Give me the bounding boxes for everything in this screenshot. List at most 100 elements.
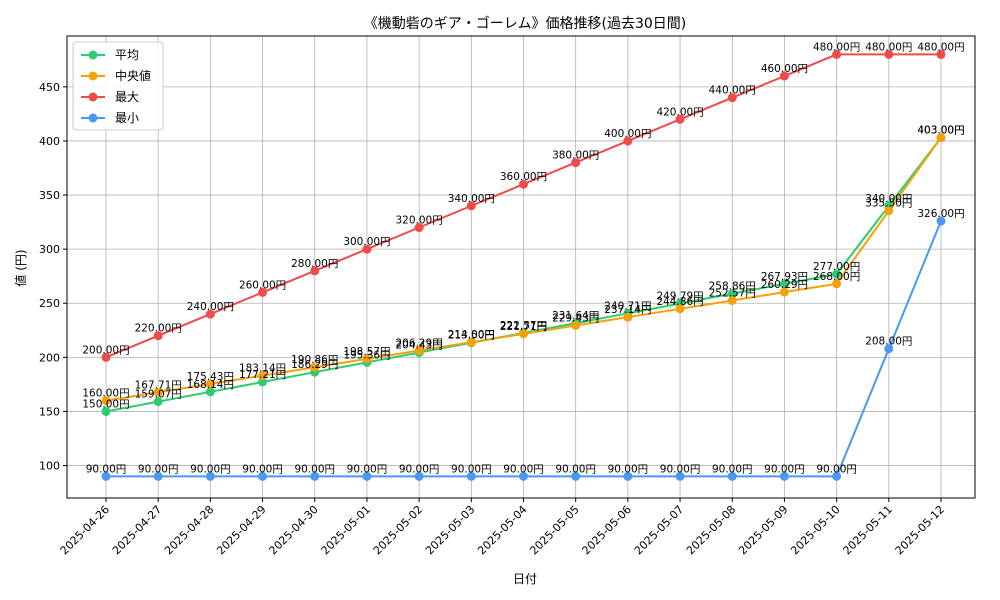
data-label: 380.00円: [552, 150, 599, 162]
data-point: [205, 379, 215, 389]
data-label: 320.00円: [396, 215, 443, 227]
data-label: 90.00円: [503, 463, 544, 475]
data-label: 360.00円: [500, 171, 547, 183]
data-label: 240.00円: [187, 301, 234, 313]
data-point: [727, 471, 737, 481]
x-tick-label: 2025-05-08: [684, 503, 738, 557]
data-label: 221.71円: [500, 321, 547, 333]
data-point: [779, 71, 789, 81]
y-tick-label: 200: [39, 351, 60, 364]
data-point: [519, 179, 528, 189]
data-label: 195.36円: [343, 349, 390, 361]
data-label: 237.14円: [604, 304, 651, 316]
data-point: [727, 93, 737, 103]
x-tick-label: 2025-05-07: [632, 503, 686, 557]
data-point: [519, 329, 528, 339]
legend-label: 最大: [115, 90, 139, 104]
data-label: 260.29円: [761, 279, 808, 291]
x-tick-label: 2025-05-12: [893, 503, 947, 557]
data-label: 480.00円: [813, 41, 860, 53]
data-point: [832, 279, 842, 289]
data-label: 90.00円: [660, 463, 701, 475]
data-point: [414, 223, 424, 233]
x-axis-label: 日付: [513, 572, 537, 586]
data-label: 420.00円: [656, 106, 703, 118]
y-tick-label: 250: [39, 297, 60, 310]
data-label: 460.00円: [761, 63, 808, 75]
data-label: 206.29円: [396, 338, 443, 350]
data-label: 90.00円: [138, 463, 179, 475]
data-label: 249.79円: [656, 290, 703, 302]
data-label: 90.00円: [190, 463, 231, 475]
data-point: [258, 377, 268, 387]
data-point: [675, 471, 685, 481]
data-label: 183.14円: [239, 363, 286, 375]
data-label: 440.00円: [709, 85, 756, 97]
data-label: 90.00円: [86, 463, 127, 475]
data-label: 90.00円: [764, 463, 805, 475]
data-point: [466, 337, 476, 347]
legend-box: [72, 41, 164, 131]
data-point: [884, 344, 894, 354]
data-point: [101, 352, 111, 362]
data-point: [571, 321, 581, 331]
data-point: [205, 471, 215, 481]
series-lines: [101, 49, 946, 481]
data-label: 90.00円: [608, 463, 649, 475]
x-tick-label: 2025-04-28: [162, 503, 216, 557]
data-point: [414, 346, 424, 356]
data-label: 268.00円: [813, 271, 860, 283]
data-label: 267.93円: [761, 271, 808, 283]
data-label: 244.86円: [656, 296, 703, 308]
data-point: [727, 289, 737, 299]
data-label: 90.00円: [242, 463, 283, 475]
y-axis-label: 値 (円): [13, 249, 28, 286]
data-label: 186.29円: [291, 359, 338, 371]
legend-marker: [88, 71, 98, 81]
legend-label: 平均: [115, 48, 139, 62]
x-tick-label: 2025-05-04: [475, 503, 529, 557]
data-point: [205, 309, 215, 319]
data-point: [205, 387, 215, 397]
data-point: [884, 206, 894, 216]
data-label: 222.57円: [500, 320, 547, 332]
data-label: 90.00円: [816, 463, 857, 475]
data-point: [258, 371, 268, 381]
y-tick-label: 450: [39, 81, 60, 94]
data-point: [571, 471, 581, 481]
data-label: 175.43円: [187, 371, 234, 383]
x-tick-label: 2025-05-05: [527, 503, 581, 557]
data-point: [153, 397, 163, 407]
data-label: 220.00円: [135, 323, 182, 335]
legend-marker: [88, 113, 98, 123]
data-point: [936, 216, 946, 226]
data-label: 90.00円: [399, 463, 440, 475]
x-tick-label: 2025-05-03: [423, 503, 477, 557]
data-point: [362, 471, 372, 481]
data-label: 90.00円: [347, 463, 388, 475]
data-label: 403.00円: [917, 125, 964, 137]
data-label: 277.00円: [813, 261, 860, 273]
data-label: 90.00円: [294, 463, 335, 475]
data-label: 204.43円: [396, 340, 443, 352]
data-point: [101, 471, 111, 481]
data-point: [258, 471, 268, 481]
data-point: [310, 362, 320, 372]
legend-marker: [88, 92, 98, 102]
y-tick-label: 300: [39, 243, 60, 256]
plot-area: [66, 35, 976, 499]
data-label: 335.50円: [865, 198, 912, 210]
data-point: [936, 133, 946, 143]
data-label: 90.00円: [555, 463, 596, 475]
data-point: [727, 295, 737, 305]
data-labels: 150.00円 159.07円 168.14円 177.21円 186.29円 195.3…: [82, 41, 964, 475]
data-point: [675, 304, 685, 314]
data-point: [466, 471, 476, 481]
chart-title: 《機動砦のギア・ゴーレム》価格推移(過去30日間): [364, 15, 686, 32]
data-label: 150.00円: [82, 398, 129, 410]
data-label: 160.00円: [82, 388, 129, 400]
data-point: [832, 49, 842, 59]
x-tick-label: 2025-04-26: [58, 503, 112, 557]
